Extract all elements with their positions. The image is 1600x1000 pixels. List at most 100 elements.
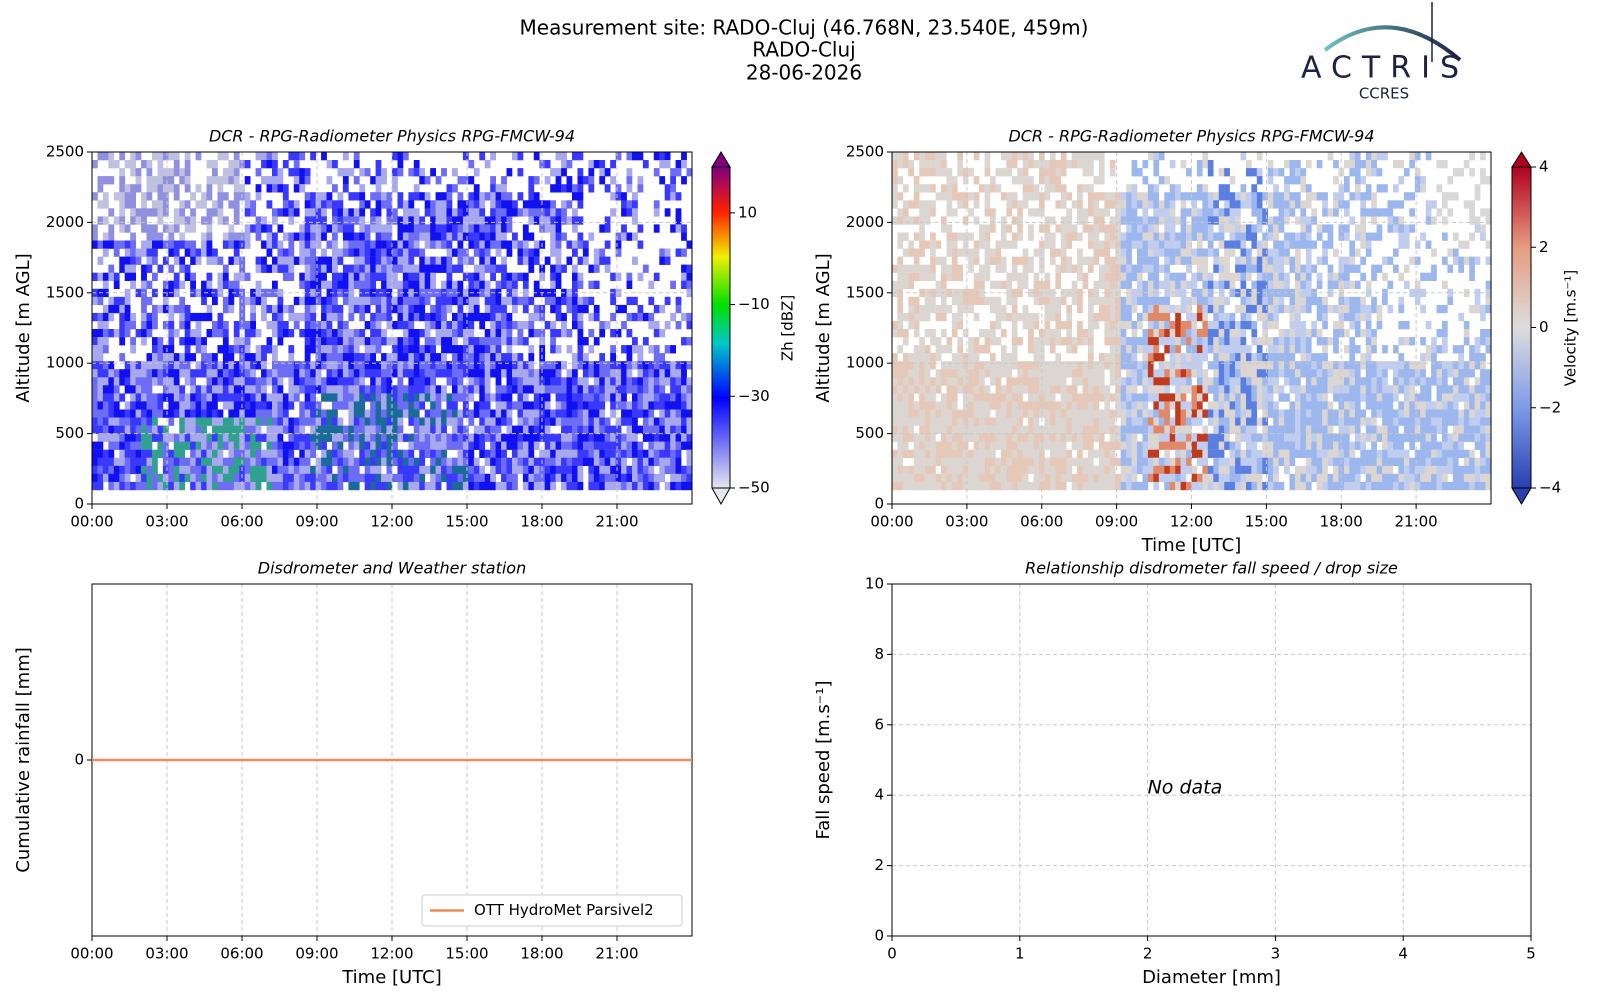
radar-texture-cell	[1093, 465, 1100, 475]
radar-texture-cell	[1082, 361, 1089, 370]
radar-texture-cell	[348, 192, 355, 201]
radar-texture-cell	[446, 329, 453, 338]
radar-texture-cell	[1033, 433, 1040, 442]
radar-texture-cell	[408, 248, 415, 257]
radar-texture-cell	[946, 337, 953, 346]
radar-texture-cell	[675, 441, 682, 450]
radar-texture-cell	[1071, 473, 1078, 483]
radar-texture-cell	[152, 304, 158, 314]
radar-texture-cell	[1137, 377, 1143, 386]
radar-texture-cell	[397, 417, 404, 426]
radar-texture-cell	[184, 417, 191, 426]
radar-texture-cell	[1000, 256, 1007, 265]
radar-texture-cell	[659, 441, 666, 450]
radar-texture-cell	[304, 433, 311, 442]
radar-texture-cell	[97, 425, 104, 434]
radar-texture-cell	[659, 361, 666, 370]
radar-texture-cell	[310, 288, 316, 298]
radar-texture-cell	[957, 481, 963, 491]
radar-texture-cell	[348, 329, 355, 338]
radar-texture-cell	[962, 481, 969, 491]
radar-texture-cell	[386, 216, 393, 225]
radar-texture-cell	[973, 256, 980, 265]
radar-texture-cell	[528, 457, 535, 466]
radar-texture-cell	[293, 425, 300, 434]
radar-texture-cell	[550, 240, 556, 249]
radar-texture-cell	[130, 361, 136, 370]
radar-texture-cell	[1088, 385, 1094, 394]
radar-texture-cell	[919, 449, 925, 458]
radar-texture-cell	[572, 441, 578, 450]
radar-texture-cell	[528, 417, 535, 426]
radar-texture-cell	[392, 176, 398, 185]
radar-texture-cell	[1077, 457, 1083, 466]
radar-texture-cell	[495, 200, 502, 209]
radar-texture-cell	[670, 312, 676, 322]
radar-texture-cell	[924, 393, 931, 402]
radar-texture-cell	[957, 353, 963, 362]
radar-texture-cell	[135, 385, 142, 394]
radar-texture-cell	[130, 256, 136, 265]
radar-texture-cell	[1028, 192, 1034, 201]
radar-texture-cell	[326, 264, 333, 273]
radar-texture-cell	[1153, 337, 1160, 346]
radar-texture-cell	[1049, 337, 1056, 346]
radar-texture-cell	[342, 264, 349, 273]
radar-texture-cell	[951, 369, 958, 378]
radar-texture-cell	[130, 449, 136, 458]
radar-texture-cell	[462, 232, 469, 241]
radar-texture-cell	[1142, 224, 1149, 233]
radar-texture-cell	[124, 361, 131, 370]
radar-texture-cell	[1093, 176, 1100, 185]
radar-texture-cell	[1153, 152, 1160, 161]
radar-texture-cell	[501, 353, 507, 362]
radar-texture-cell	[293, 208, 300, 217]
radar-texture-cell	[299, 296, 306, 306]
radar-texture-cell	[1115, 232, 1121, 241]
radar-texture-cell	[550, 208, 556, 217]
radar-texture-cell	[244, 409, 251, 418]
radar-texture-cell	[555, 224, 562, 233]
radar-texture-cell	[1115, 345, 1121, 354]
radar-texture-cell	[250, 465, 256, 475]
radar-texture-cell	[902, 401, 909, 410]
radar-texture-cell	[935, 304, 942, 314]
radar-texture-cell	[430, 288, 436, 298]
radar-texture-cell	[212, 433, 218, 442]
radar-texture-cell	[277, 369, 284, 378]
radar-texture-cell	[157, 353, 164, 362]
radar-texture-cell	[124, 296, 131, 306]
radar-texture-cell	[484, 401, 491, 410]
radar-texture-cell	[408, 449, 415, 458]
radar-texture-cell	[272, 401, 278, 410]
radar-texture-cell	[561, 152, 567, 161]
radar-texture-cell	[173, 208, 180, 217]
radar-texture-cell	[1033, 248, 1040, 257]
radar-texture-cell	[1082, 152, 1089, 161]
radar-texture-cell	[310, 449, 316, 458]
radar-texture-cell	[299, 385, 306, 394]
radar-texture-cell	[1137, 457, 1143, 466]
radar-texture-cell	[304, 465, 311, 475]
radar-texture-cell	[686, 385, 693, 394]
radar-texture-cell	[375, 192, 382, 201]
radar-texture-cell	[512, 337, 518, 346]
radar-texture-cell	[162, 481, 169, 491]
radar-texture-cell	[1000, 401, 1007, 410]
radar-texture-cell	[555, 304, 562, 314]
radar-texture-cell	[206, 304, 213, 314]
radar-texture-cell	[102, 393, 109, 402]
radar-texture-cell	[277, 312, 284, 322]
radar-texture-cell	[370, 256, 376, 265]
radar-texture-cell	[550, 345, 556, 354]
radar-texture-cell	[441, 425, 447, 434]
radar-texture-cell	[392, 280, 398, 289]
radar-texture-cell	[1153, 433, 1160, 442]
radar-texture-cell	[1093, 385, 1100, 394]
radar-texture-cell	[386, 425, 393, 434]
radar-texture-cell	[152, 345, 158, 354]
radar-texture-cell	[675, 425, 682, 434]
radar-texture-cell	[984, 240, 991, 249]
radar-texture-cell	[222, 264, 229, 273]
radar-texture-cell	[321, 409, 327, 418]
